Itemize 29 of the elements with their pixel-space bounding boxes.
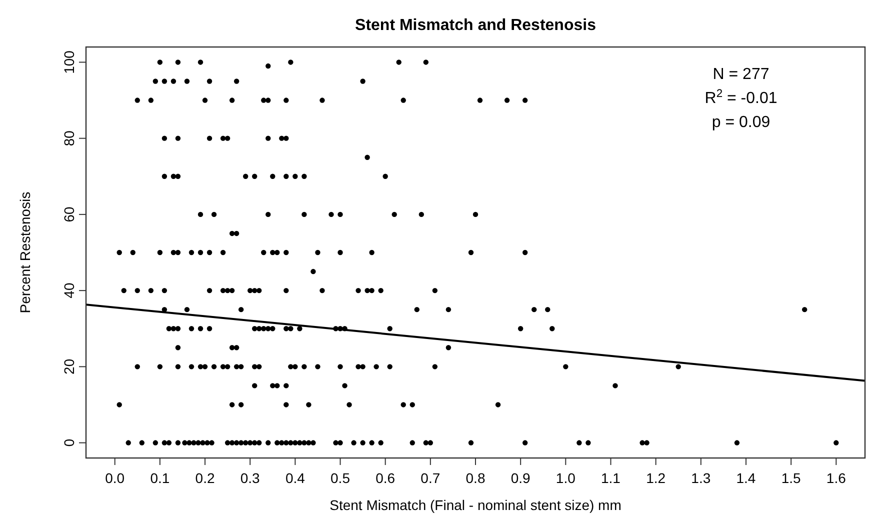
y-tick-label: 0 [61, 438, 77, 447]
x-tick-label: 0.8 [466, 470, 486, 486]
y-tick-label: 100 [61, 50, 77, 74]
y-tick-label: 40 [61, 282, 77, 298]
y-tick-label: 20 [61, 358, 77, 374]
y-axis-title: Percent Restenosis [17, 192, 33, 314]
x-tick-label: 1.3 [691, 470, 711, 486]
y-tick-label: 60 [61, 206, 77, 222]
y-tick-label: 80 [61, 130, 77, 146]
x-tick-label: 0.6 [376, 470, 396, 486]
x-tick-label: 1.1 [601, 470, 621, 486]
annotation: R$^{2}$ = -0.01 [704, 88, 778, 107]
x-tick-label: 1.5 [781, 470, 802, 486]
x-tick-label: 0.0 [105, 470, 125, 486]
annotation: p = 0.09 [712, 114, 770, 131]
annotation: N = 277 [712, 66, 770, 83]
x-tick-label: 0.4 [285, 470, 306, 486]
x-tick-label: 0.7 [420, 470, 440, 486]
x-tick-label: 0.9 [510, 470, 531, 486]
x-tick-label: 1.6 [826, 470, 846, 486]
x-tick-label: 1.2 [646, 470, 666, 486]
x-tick-label: 0.3 [240, 470, 260, 486]
x-tick-label: 0.1 [150, 470, 170, 486]
x-tick-label: 0.2 [195, 470, 215, 486]
x-tick-label: 0.5 [330, 470, 350, 486]
x-tick-label: 1.0 [556, 470, 576, 486]
x-axis-title: Stent Mismatch (Final - nominal stent size) mm [330, 497, 622, 513]
x-tick-label: 1.4 [736, 470, 756, 486]
chart-title: Stent Mismatch and Restenosis [355, 17, 596, 34]
